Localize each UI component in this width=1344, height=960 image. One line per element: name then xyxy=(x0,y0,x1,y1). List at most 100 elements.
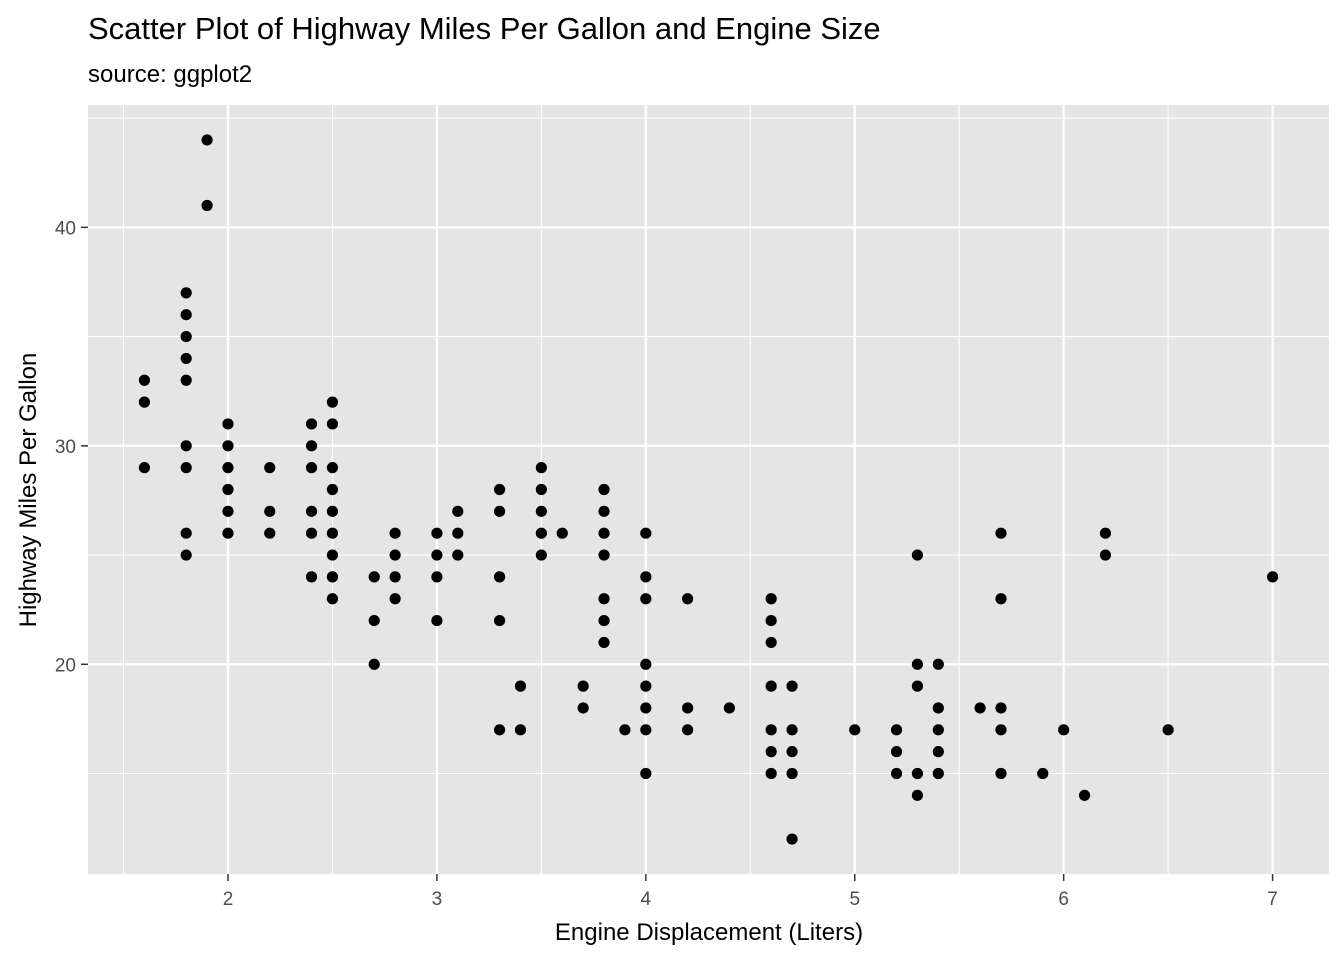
data-points xyxy=(138,134,1279,845)
data-point xyxy=(305,527,318,539)
data-point xyxy=(1037,767,1049,780)
data-point xyxy=(995,593,1007,605)
data-point xyxy=(932,724,944,736)
data-point xyxy=(682,702,694,714)
data-point xyxy=(640,571,652,583)
data-point xyxy=(765,746,777,758)
data-point xyxy=(598,505,610,517)
data-point xyxy=(389,593,401,605)
data-point xyxy=(180,440,192,452)
data-point xyxy=(493,505,506,517)
data-point xyxy=(138,462,151,474)
data-point xyxy=(1162,724,1174,736)
data-point xyxy=(305,571,318,583)
data-point xyxy=(431,571,443,583)
data-point xyxy=(619,724,631,736)
data-point xyxy=(535,527,547,539)
data-point xyxy=(786,767,798,780)
data-point xyxy=(326,505,339,517)
data-point xyxy=(368,658,380,670)
data-point xyxy=(326,527,339,539)
data-point xyxy=(180,527,192,539)
data-point xyxy=(180,352,192,365)
data-point xyxy=(138,374,151,386)
data-point xyxy=(1266,571,1279,583)
data-point xyxy=(932,702,944,714)
data-point xyxy=(890,746,903,758)
data-point xyxy=(431,614,443,627)
data-point xyxy=(326,462,339,474)
data-point xyxy=(452,505,464,517)
data-point xyxy=(452,549,464,561)
data-point xyxy=(493,483,506,496)
data-point xyxy=(180,549,192,561)
data-point xyxy=(493,614,506,627)
data-point xyxy=(640,702,652,714)
minor-gridlines xyxy=(88,105,1329,874)
data-point xyxy=(786,680,798,692)
data-point xyxy=(911,549,924,561)
data-point xyxy=(389,549,401,561)
data-point xyxy=(598,483,610,496)
data-point xyxy=(932,658,944,670)
data-point xyxy=(452,527,464,539)
data-point xyxy=(974,702,986,714)
data-point xyxy=(640,658,652,670)
data-point xyxy=(911,680,924,692)
data-point xyxy=(326,396,339,408)
chart-subtitle: source: ggplot2 xyxy=(88,61,252,88)
data-point xyxy=(640,724,652,736)
data-point xyxy=(786,746,798,758)
data-point xyxy=(305,418,318,430)
data-point xyxy=(911,767,924,780)
data-point xyxy=(932,767,944,780)
data-point xyxy=(326,418,339,430)
data-point xyxy=(264,505,276,517)
data-point xyxy=(682,724,694,736)
data-point xyxy=(180,287,192,299)
data-point xyxy=(995,767,1007,780)
data-point xyxy=(598,527,610,539)
x-tick-label: 4 xyxy=(641,889,652,910)
data-point xyxy=(786,833,798,845)
data-point xyxy=(535,483,547,496)
data-point xyxy=(326,549,339,561)
data-point xyxy=(222,462,234,474)
major-gridlines xyxy=(88,105,1329,874)
x-axis-title: Engine Displacement (Liters) xyxy=(555,919,863,946)
data-point xyxy=(222,483,234,496)
x-axis: 2 3 4 5 6 7 xyxy=(223,874,1278,910)
y-tick-label: 30 xyxy=(55,437,76,458)
data-point xyxy=(222,505,234,517)
data-point xyxy=(493,571,506,583)
plot-panel xyxy=(88,105,1329,874)
data-point xyxy=(640,767,652,780)
data-point xyxy=(577,680,589,692)
data-point xyxy=(201,199,213,212)
x-tick-label: 5 xyxy=(849,889,860,910)
x-tick-label: 2 xyxy=(223,889,234,910)
data-point xyxy=(201,134,213,146)
data-point xyxy=(326,483,339,496)
data-point xyxy=(556,527,568,539)
data-point xyxy=(849,724,861,736)
data-point xyxy=(577,702,589,714)
data-point xyxy=(431,527,443,539)
data-point xyxy=(180,374,192,386)
data-point xyxy=(264,462,276,474)
x-tick-label: 3 xyxy=(432,889,443,910)
data-point xyxy=(1058,724,1070,736)
data-point xyxy=(180,309,192,321)
data-point xyxy=(786,724,798,736)
data-point xyxy=(1078,789,1091,801)
data-point xyxy=(222,527,234,539)
data-point xyxy=(305,440,318,452)
data-point xyxy=(180,462,192,474)
data-point xyxy=(535,549,547,561)
data-point xyxy=(995,724,1007,736)
data-point xyxy=(765,767,777,780)
data-point xyxy=(598,614,610,627)
data-point xyxy=(493,724,506,736)
data-point xyxy=(368,614,380,627)
data-point xyxy=(640,527,652,539)
